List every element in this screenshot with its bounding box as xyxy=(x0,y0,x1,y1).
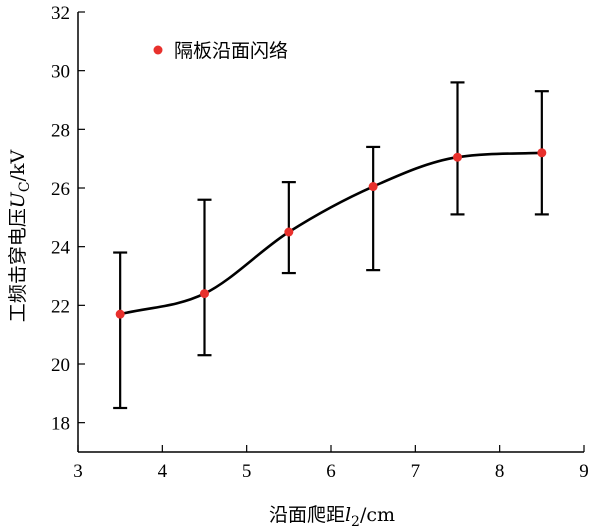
y-tick-label: 30 xyxy=(51,62,70,83)
axes xyxy=(77,12,584,453)
y-tick-label: 32 xyxy=(51,3,70,24)
data-point xyxy=(453,152,462,162)
y-axis-title-main: 工频击穿电压 xyxy=(7,208,29,322)
data-point xyxy=(115,309,125,319)
data-points xyxy=(115,148,547,319)
data-point xyxy=(284,227,294,237)
x-tick-label: 6 xyxy=(326,461,336,482)
y-axis-title-sub: C xyxy=(17,181,33,192)
x-axis-title-var: l xyxy=(345,504,351,526)
y-axis-title: 工频击穿电压UC/kV xyxy=(7,150,33,323)
x-tick-label: 8 xyxy=(495,461,505,482)
y-axis-title-var: U xyxy=(7,191,29,208)
data-point xyxy=(368,182,378,192)
x-tick-label: 4 xyxy=(158,461,168,482)
y-tick-label: 24 xyxy=(51,238,71,259)
series-curve xyxy=(119,151,542,316)
x-tick-label: 5 xyxy=(242,461,252,482)
x-tick-label: 9 xyxy=(579,461,589,482)
y-tick-label: 28 xyxy=(51,120,70,141)
x-axis-title-unit: /cm xyxy=(360,504,395,526)
ticks: 3 4 5 6 7 8 9 18 20 22 24 26 28 30 32 xyxy=(51,3,589,482)
y-axis-title-unit: /kV xyxy=(7,150,29,182)
legend-marker xyxy=(153,45,163,55)
y-tick-label: 20 xyxy=(51,355,70,376)
y-tick-label: 26 xyxy=(51,179,70,200)
x-tick-label: 3 xyxy=(73,461,83,482)
y-tick-label: 22 xyxy=(51,296,70,317)
data-point xyxy=(537,148,547,158)
x-tick-label: 7 xyxy=(411,461,421,482)
data-point xyxy=(200,289,209,299)
legend: 隔板沿面闪络 xyxy=(153,40,288,62)
y-tick-label: 18 xyxy=(51,414,70,435)
legend-label: 隔板沿面闪络 xyxy=(174,40,288,62)
x-axis-title-main: 沿面爬距 xyxy=(269,504,345,526)
x-axis-title-sub: 2 xyxy=(351,514,360,530)
x-axis-title: 沿面爬距l2/cm xyxy=(269,504,395,530)
error-bars xyxy=(113,81,549,410)
